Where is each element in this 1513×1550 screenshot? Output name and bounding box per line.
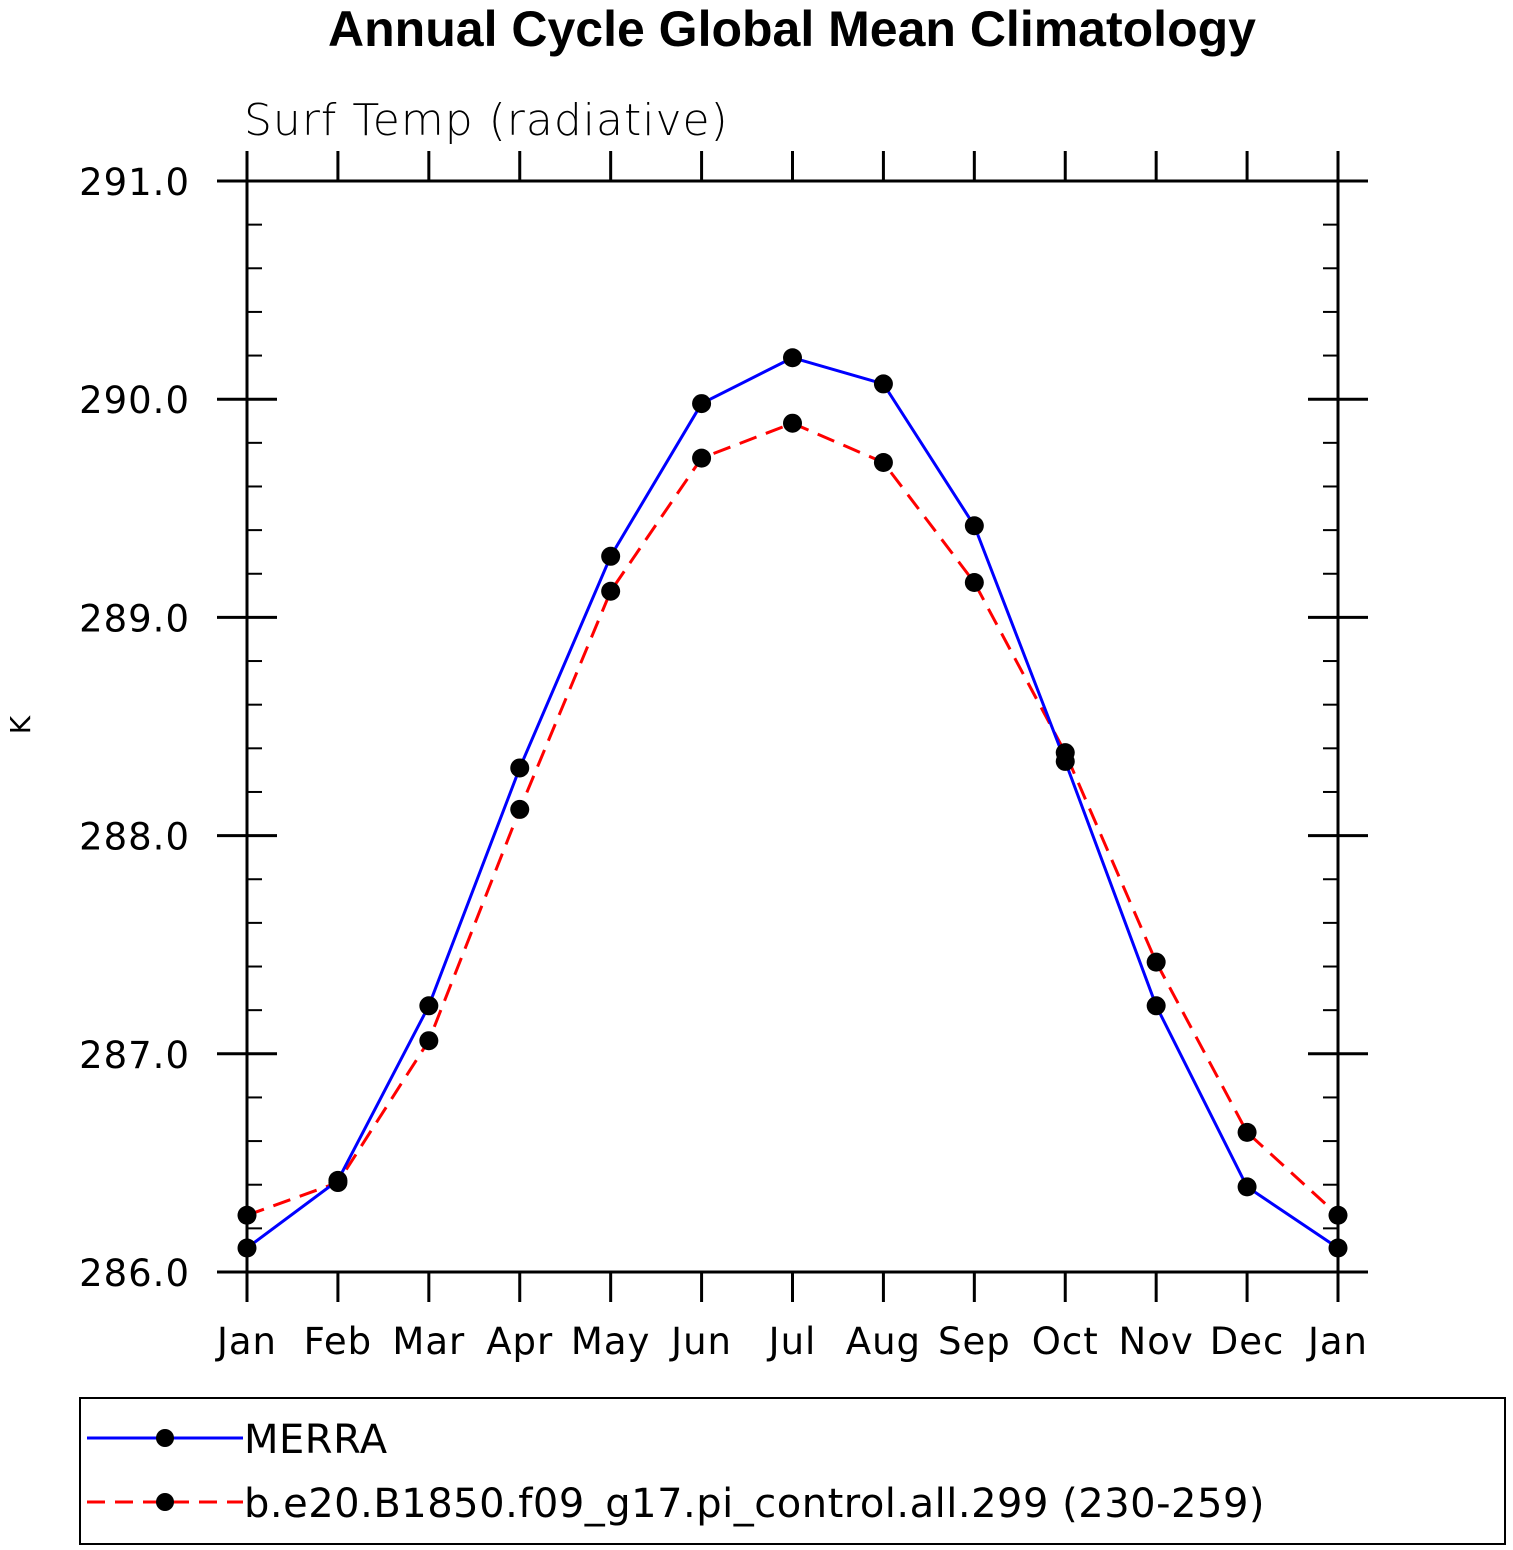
data-point-series-0 bbox=[692, 394, 712, 414]
data-point-series-1 bbox=[692, 448, 712, 468]
y-tick-labels: 286.0 287.0 288.0 289.0 290.0 291.0 bbox=[79, 161, 190, 1295]
y-axis-label: K bbox=[4, 715, 37, 734]
y-tick-label: 291.0 bbox=[79, 161, 190, 204]
legend: MERRA b.e20.B1850.f09_g17.pi_control.all… bbox=[79, 1397, 1506, 1545]
data-point-series-1 bbox=[510, 799, 530, 819]
data-point-series-1 bbox=[328, 1173, 348, 1193]
legend-merra-label: MERRA bbox=[244, 1417, 388, 1463]
plot-frame bbox=[245, 179, 1340, 1274]
data-point-series-1 bbox=[1146, 952, 1166, 972]
x-tick-label: Jan bbox=[215, 1320, 277, 1363]
y-tick-label: 286.0 bbox=[79, 1252, 190, 1295]
data-point-series-0 bbox=[873, 374, 893, 394]
data-point-series-0 bbox=[1328, 1238, 1348, 1258]
data-point-series-0 bbox=[1146, 996, 1166, 1016]
data-point-series-1 bbox=[1055, 743, 1075, 763]
x-tick-label: Sep bbox=[938, 1320, 1011, 1363]
x-tick-label: Jun bbox=[669, 1320, 732, 1363]
data-point-series-1 bbox=[1237, 1122, 1257, 1142]
data-point-series-0 bbox=[237, 1238, 257, 1258]
data-point-series-1 bbox=[783, 413, 802, 433]
x-tick-label: May bbox=[571, 1320, 651, 1363]
x-tick-label: Apr bbox=[486, 1320, 553, 1363]
data-point-series-0 bbox=[601, 546, 621, 566]
y-tick-label: 288.0 bbox=[79, 816, 190, 859]
data-point-series-1 bbox=[964, 572, 984, 592]
data-point-series-1 bbox=[1328, 1205, 1348, 1225]
chart-title: Annual Cycle Global Mean Climatology bbox=[328, 1, 1256, 57]
data-point-series-0 bbox=[510, 758, 530, 778]
series-layer bbox=[237, 348, 1348, 1258]
y-tick-label: 289.0 bbox=[79, 597, 190, 640]
data-point-series-1 bbox=[873, 452, 893, 472]
x-tick-label: Dec bbox=[1210, 1320, 1285, 1363]
data-point-series-0 bbox=[1237, 1177, 1257, 1197]
x-tick-label: Jan bbox=[1306, 1320, 1368, 1363]
axis-ticks bbox=[217, 151, 1368, 1302]
data-point-series-0 bbox=[964, 516, 984, 536]
y-tick-label: 287.0 bbox=[79, 1034, 190, 1077]
data-point-series-1 bbox=[601, 581, 621, 601]
series-line-1 bbox=[246, 421, 1340, 1217]
x-tick-label: Feb bbox=[304, 1320, 373, 1363]
legend-box bbox=[79, 1397, 1506, 1545]
legend-model-label: b.e20.B1850.f09_g17.pi_control.all.299 (… bbox=[244, 1481, 1265, 1527]
x-tick-labels: Jan Feb Mar Apr May Jun Jul Aug Sep Oct Nov Dec Jan bbox=[215, 1320, 1368, 1363]
data-point-series-0 bbox=[783, 348, 802, 368]
y-tick-label: 290.0 bbox=[79, 379, 190, 422]
legend-merra-marker bbox=[156, 1429, 174, 1447]
x-tick-label: Oct bbox=[1032, 1320, 1099, 1363]
series-line-0 bbox=[246, 356, 1339, 1250]
x-tick-label: Nov bbox=[1119, 1320, 1194, 1363]
chart-subtitle: Surf Temp (radiative) bbox=[244, 95, 729, 146]
legend-model-marker bbox=[156, 1493, 174, 1511]
x-tick-label: Aug bbox=[846, 1320, 921, 1363]
data-point-series-0 bbox=[419, 996, 439, 1016]
data-point-series-1 bbox=[237, 1205, 257, 1225]
x-tick-label: Mar bbox=[392, 1320, 465, 1363]
data-point-series-1 bbox=[419, 1031, 439, 1051]
x-tick-label: Jul bbox=[767, 1320, 817, 1363]
